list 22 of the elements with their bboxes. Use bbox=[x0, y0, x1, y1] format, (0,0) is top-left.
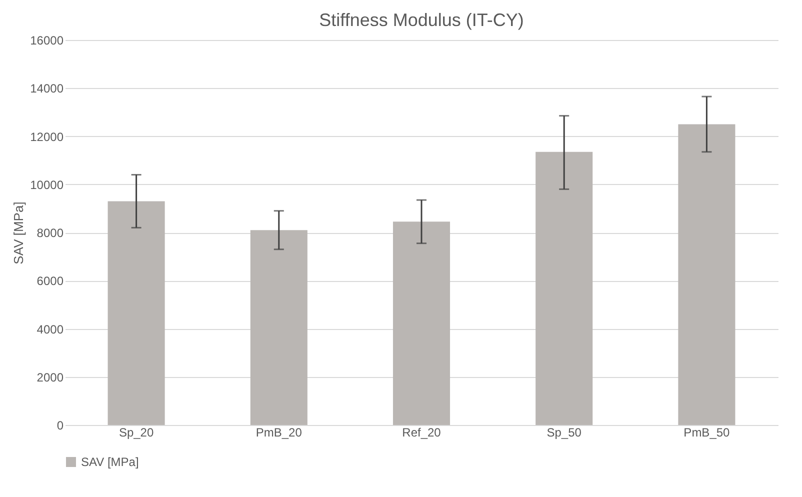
y-tick-label: 12000 bbox=[30, 130, 64, 144]
y-tick-label: 8000 bbox=[36, 226, 64, 240]
y-tick-label: 16000 bbox=[30, 34, 64, 48]
y-tick-label: 6000 bbox=[36, 274, 64, 288]
x-tick-label: Ref_20 bbox=[402, 426, 442, 440]
bar bbox=[250, 230, 308, 425]
y-tick-label: 4000 bbox=[36, 322, 64, 336]
y-tick-label: 2000 bbox=[36, 370, 64, 384]
chart-title: Stiffness Modulus (IT-CY) bbox=[319, 10, 524, 30]
bar bbox=[678, 124, 736, 425]
y-tick-label: 14000 bbox=[30, 82, 64, 96]
bar bbox=[108, 201, 165, 425]
x-tick-label: PmB_20 bbox=[256, 426, 302, 440]
bar bbox=[536, 152, 593, 425]
bar bbox=[392, 222, 450, 425]
x-tick-label: Sp_50 bbox=[546, 426, 582, 440]
x-tick-label: Sp_20 bbox=[118, 426, 154, 440]
y-tick-label: 0 bbox=[56, 418, 64, 432]
y-tick-label: 10000 bbox=[30, 178, 64, 192]
legend-label: SAV [MPa] bbox=[81, 455, 139, 469]
x-tick-label: PmB_50 bbox=[684, 426, 730, 440]
y-axis-title: SAV [MPa] bbox=[11, 202, 26, 264]
